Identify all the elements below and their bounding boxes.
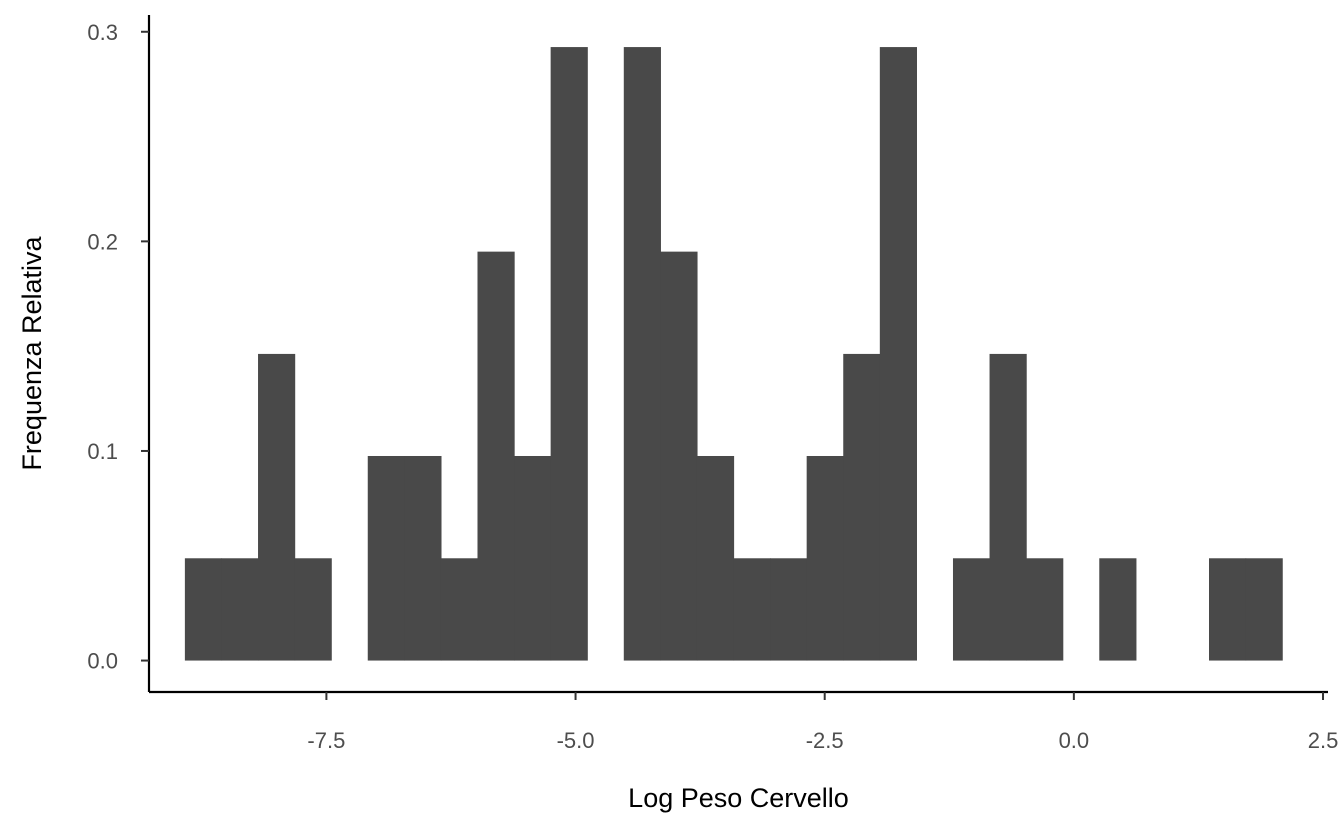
histogram-bar [733, 558, 771, 661]
histogram-bar [696, 455, 735, 661]
x-tick-label: -2.5 [806, 728, 844, 753]
y-axis-title: Frequenza Relativa [17, 235, 47, 470]
y-tick-label: 0.2 [87, 229, 118, 254]
histogram-bar [1209, 558, 1247, 661]
histogram-bar [477, 251, 515, 661]
histogram-bar [404, 455, 442, 661]
x-tick-label: 2.5 [1308, 728, 1339, 753]
histogram-bar [843, 353, 881, 661]
histogram-bar [221, 558, 259, 661]
y-tick-label: 0.1 [87, 439, 118, 464]
histogram-bar [660, 251, 698, 661]
histogram-bar [294, 558, 332, 661]
histogram-bar [258, 353, 296, 661]
y-axis: 0.0 0.1 0.2 0.3 [87, 15, 151, 692]
histogram-bar [184, 558, 223, 661]
histogram-bar [367, 455, 405, 661]
histogram-bar [770, 558, 808, 661]
x-tick-label: 0.0 [1059, 728, 1090, 753]
x-axis-title: Log Peso Cervello [628, 783, 849, 813]
histogram-bar [989, 353, 1027, 661]
x-tick-label: -5.0 [557, 728, 595, 753]
histogram-bar [440, 558, 479, 661]
histogram-bar [1026, 558, 1064, 661]
y-tick-label: 0.0 [87, 649, 118, 674]
histogram-bar [623, 47, 661, 661]
histogram-bar [1099, 558, 1137, 661]
y-tick-label: 0.3 [87, 20, 118, 45]
histogram-bars [184, 47, 1283, 661]
histogram-bar [1245, 558, 1283, 661]
x-axis: -7.5 -5.0 -2.5 0.0 2.5 [149, 690, 1339, 753]
histogram-bar [806, 455, 844, 661]
histogram-bar [879, 47, 917, 661]
x-tick-label: -7.5 [307, 728, 345, 753]
histogram-bar [952, 558, 991, 661]
histogram-bar [514, 455, 552, 661]
histogram-bar [550, 47, 588, 661]
